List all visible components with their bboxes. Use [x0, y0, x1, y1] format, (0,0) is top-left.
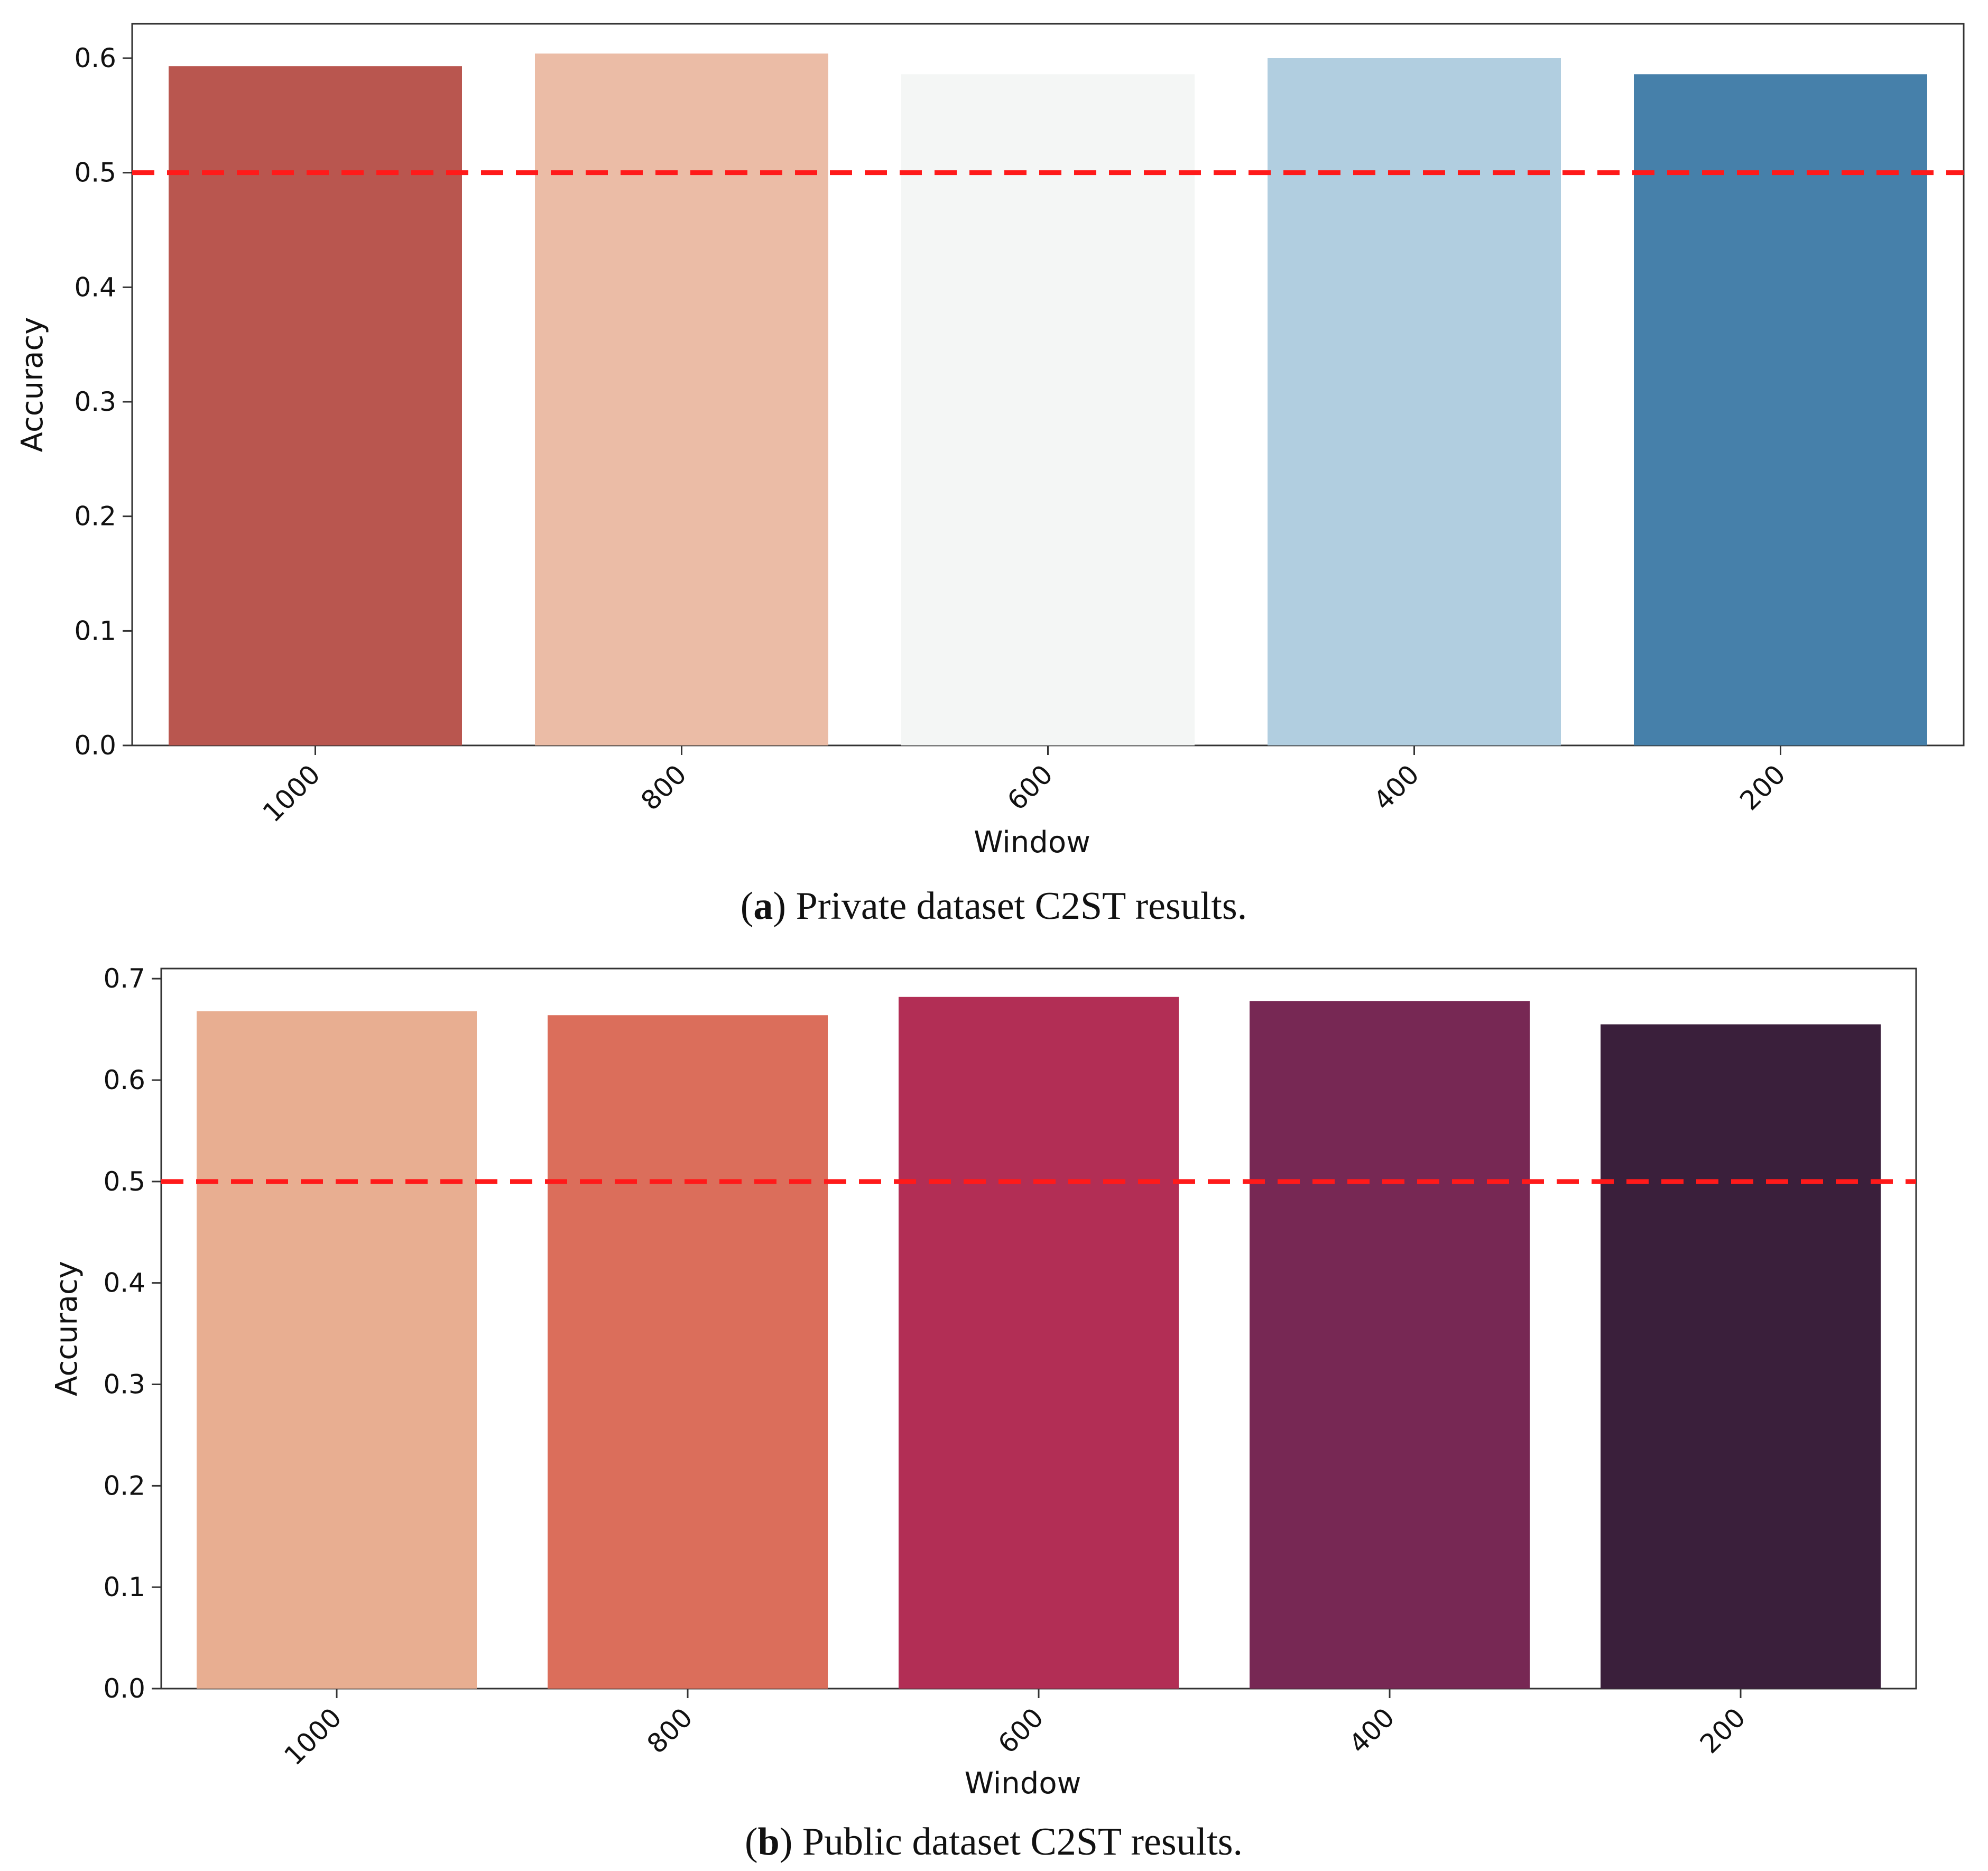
y-tick-label: 0.3: [74, 386, 116, 417]
x-tick-label: 800: [635, 759, 692, 816]
y-tick-label: 0.5: [103, 1166, 145, 1197]
x-tick-label: 800: [641, 1702, 698, 1759]
x-axis-label: Window: [974, 825, 1090, 860]
y-tick-label: 0.7: [103, 963, 145, 994]
y-tick-label: 0.0: [74, 730, 116, 761]
y-tick-label: 0.5: [74, 158, 116, 188]
x-tick-label: 400: [1343, 1702, 1400, 1759]
bar-200: [1634, 74, 1927, 745]
bar-800: [548, 1015, 828, 1689]
x-tick-label: 200: [1734, 759, 1791, 816]
x-tick-label: 200: [1694, 1702, 1751, 1759]
x-tick-label: 400: [1367, 759, 1425, 816]
caption-tag: b: [758, 1820, 780, 1864]
bar-1000: [169, 66, 462, 746]
caption-text: Private dataset C2ST results.: [796, 884, 1247, 928]
x-tick-label: 600: [1001, 759, 1058, 816]
x-tick-label: 600: [992, 1702, 1049, 1759]
y-tick-label: 0.3: [103, 1369, 145, 1400]
caption-tag: a: [753, 884, 773, 928]
chart-panel-a: 0.0 0.1 0.2 0.3 0.4 0.5 0.6 1000 800 600 400 200 Win…: [15, 23, 1965, 928]
y-tick-label: 0.2: [74, 501, 116, 532]
bar-1000: [197, 1011, 477, 1689]
y-tick-label: 0.4: [74, 272, 116, 302]
y-tick-label: 0.6: [74, 43, 116, 73]
bar-800: [535, 53, 828, 745]
y-tick-label: 0.2: [103, 1470, 145, 1501]
bar-600: [899, 997, 1179, 1689]
y-tick-label: 0.1: [103, 1572, 145, 1602]
y-axis-label: Accuracy: [15, 317, 50, 453]
bar-200: [1601, 1024, 1881, 1689]
bar-400: [1250, 1001, 1530, 1689]
bar-600: [901, 74, 1195, 745]
x-tick-label: 1000: [278, 1702, 347, 1771]
y-tick-label: 0.1: [74, 615, 116, 646]
y-tick-label: 0.0: [103, 1673, 145, 1704]
caption-text: Public dataset C2ST results.: [802, 1820, 1243, 1864]
figure-caption: (b) Public dataset C2ST results.: [745, 1820, 1243, 1864]
x-axis-label: Window: [965, 1766, 1081, 1801]
chart-panel-b: 0.0 0.1 0.2 0.3 0.4 0.5 0.6 0.7 1000 800 600 400 200…: [50, 963, 1917, 1864]
x-tick-label: 1000: [257, 759, 326, 828]
bar-400: [1268, 58, 1561, 745]
y-tick-label: 0.4: [103, 1268, 145, 1298]
y-axis-label: Accuracy: [50, 1261, 84, 1396]
figure-caption: (a) Private dataset C2ST results.: [741, 884, 1247, 928]
y-tick-label: 0.6: [103, 1065, 145, 1095]
